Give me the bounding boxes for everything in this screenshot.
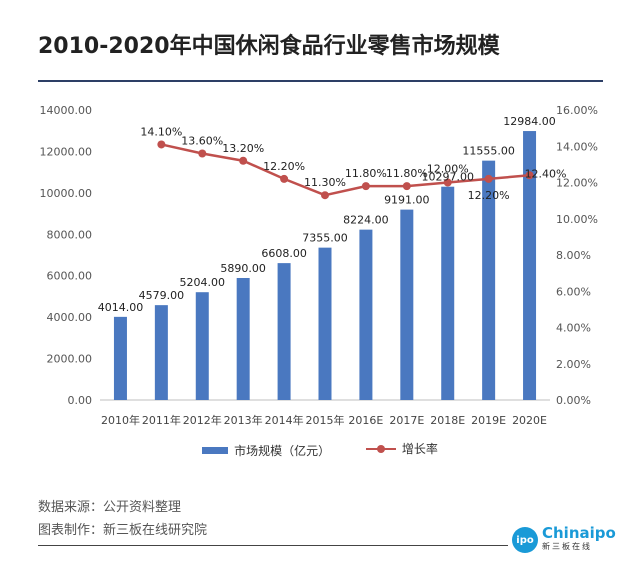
x-tick-label: 2016E (348, 414, 383, 427)
legend-item-growth-rate[interactable]: 增长率 (365, 440, 438, 457)
growth-rate-point (402, 182, 411, 191)
y-right-tick-label: 14.00% (556, 140, 598, 153)
bar (359, 229, 373, 400)
x-tick-label: 2012年 (183, 413, 222, 427)
bar (482, 160, 496, 400)
growth-rate-point (484, 174, 493, 183)
y-right-tick-label: 12.00% (556, 177, 598, 190)
x-tick-label: 2015年 (306, 413, 345, 427)
x-tick-label: 2011年 (142, 413, 181, 427)
line-value-label: 12.40% (525, 167, 567, 180)
y-left-tick-label: 14000.00 (40, 104, 93, 117)
bar (195, 292, 209, 400)
growth-rate-point (361, 182, 370, 191)
growth-rate-point (525, 171, 534, 180)
footer-divider (38, 545, 508, 546)
x-tick-label: 2014年 (265, 413, 304, 427)
x-tick-label: 2019E (471, 414, 506, 427)
y-right-tick-label: 6.00% (556, 285, 591, 298)
bar (523, 131, 537, 400)
bar-value-label: 5204.00 (180, 276, 226, 289)
chart: 0.00 2000.00 4000.00 6000.00 8000.00 10000.00… (40, 104, 598, 427)
bar (113, 316, 127, 400)
y-left-tick-label: 0.00 (68, 394, 93, 407)
bar-value-label: 11555.00 (462, 145, 515, 158)
bar-value-label: 10297.00 (421, 171, 474, 184)
chart-title: 2010-2020年中国休闲食品行业零售市场规模 (38, 34, 500, 59)
logo-name: Chinaipo (542, 524, 616, 542)
line-value-label: 12.20% (468, 189, 510, 202)
x-tick-label: 2018E (430, 414, 465, 427)
growth-rate-point (321, 191, 329, 200)
legend-bar-swatch (202, 446, 229, 454)
title-divider (38, 80, 603, 82)
x-tick-label: 2010年 (101, 413, 140, 427)
y-right-tick-label: 4.00% (556, 322, 591, 335)
bar (400, 209, 414, 400)
y-right-tick-label: 16.00% (556, 104, 598, 117)
y-left-tick-label: 4000.00 (47, 311, 93, 324)
legend-label-growth-rate: 增长率 (401, 442, 438, 456)
x-tick-label: 2017E (389, 414, 424, 427)
line-value-label: 11.80% (345, 167, 387, 180)
line-value-label: 14.10% (140, 125, 182, 138)
legend-item-market-size[interactable]: 市场规模（亿元） (202, 442, 330, 459)
y-left-tick-label: 2000.00 (47, 353, 93, 366)
brand-logo: ipo Chinaipo 新三板在线 (512, 524, 616, 553)
y-right-tick-label: 2.00% (556, 358, 591, 371)
growth-rate-point (157, 140, 166, 149)
growth-rate-point (239, 156, 248, 165)
growth-rate-point (280, 174, 289, 183)
bar (277, 263, 291, 400)
bar-value-label: 9191.00 (384, 194, 430, 207)
y-right-tick-label: 0.00% (556, 394, 591, 407)
line-value-label: 13.60% (181, 135, 223, 148)
bar (154, 305, 168, 400)
legend-line-swatch (365, 444, 396, 454)
bar-value-label: 8224.00 (343, 214, 389, 227)
bar (236, 277, 250, 400)
line-value-label: 11.30% (304, 176, 346, 189)
line-value-label: 13.20% (222, 142, 264, 155)
bar (318, 247, 332, 400)
logo-mark-icon: ipo (512, 527, 538, 553)
line-value-label: 11.80% (386, 167, 428, 180)
y-right-tick-label: 10.00% (556, 213, 598, 226)
x-tick-label: 2013年 (224, 413, 263, 427)
logo-subtitle: 新三板在线 (542, 542, 592, 551)
bar-value-label: 7355.00 (302, 232, 348, 245)
legend: 市场规模（亿元） 增长率 (0, 440, 640, 459)
footer: 数据来源：公开资料整理 图表制作：新三板在线研究院 (38, 496, 207, 542)
line-value-label: 12.00% (427, 163, 469, 176)
y-right-tick-label: 8.00% (556, 249, 591, 262)
growth-rate-point (198, 149, 207, 158)
growth-rate-point (443, 178, 452, 187)
bar-value-label: 12984.00 (503, 115, 556, 128)
bar-value-label: 4579.00 (139, 289, 185, 302)
bar-value-label: 6608.00 (261, 247, 307, 260)
growth-rate-line (161, 143, 530, 197)
y-left-tick-label: 8000.00 (47, 228, 93, 241)
x-tick-label: 2020E (512, 414, 547, 427)
bar-value-label: 4014.00 (98, 301, 144, 314)
y-left-tick-label: 6000.00 (47, 270, 93, 283)
bar-value-label: 5890.00 (220, 262, 266, 275)
legend-label-market-size: 市场规模（亿元） (234, 443, 331, 458)
line-value-label: 12.20% (263, 160, 305, 173)
bar (441, 186, 455, 400)
data-source-note: 数据来源：公开资料整理 (38, 500, 182, 515)
y-left-tick-label: 12000.00 (40, 145, 93, 158)
producer-note: 图表制作：新三板在线研究院 (38, 523, 208, 538)
y-left-tick-label: 10000.00 (40, 187, 93, 200)
